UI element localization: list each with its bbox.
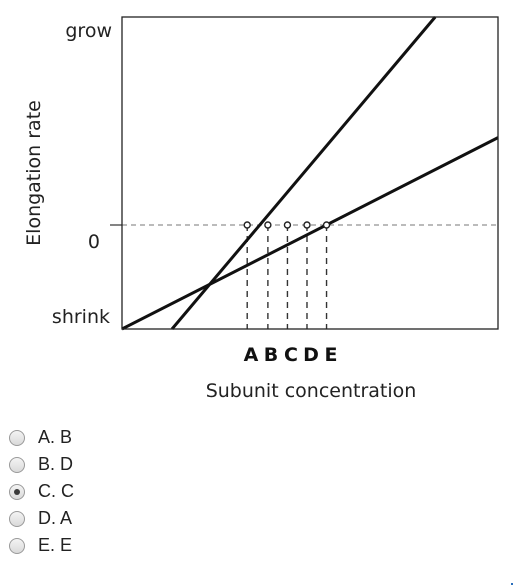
- x-category-c: C: [284, 344, 298, 366]
- x-category-b: B: [264, 344, 278, 366]
- drop-lines-layer: [246, 225, 328, 329]
- choice-label: A. B: [38, 427, 73, 447]
- radio-button[interactable]: [9, 537, 25, 554]
- series-line-1: [170, 16, 437, 330]
- x-category-d: D: [303, 344, 319, 366]
- x-axis-label: Subunit concentration: [206, 380, 417, 402]
- choice-d[interactable]: D. A: [9, 505, 74, 532]
- marker-c: [283, 221, 292, 229]
- marker-e: [322, 221, 331, 229]
- answer-choices: A. B B. D C. C D. A E. E: [9, 424, 74, 559]
- choice-label: C. C: [38, 481, 74, 501]
- plot-frame: [121, 16, 499, 330]
- series-line-2: [121, 136, 499, 331]
- choice-a[interactable]: A. B: [9, 424, 74, 451]
- radio-button[interactable]: [9, 456, 25, 473]
- x-category-a: A: [244, 344, 259, 366]
- choice-e[interactable]: E. E: [9, 532, 74, 559]
- elongation-chart: grow 0 shrink Elongation rate Subunit co…: [23, 16, 499, 402]
- y-tick-zero: 0: [88, 231, 100, 253]
- x-category-e: E: [325, 344, 338, 366]
- marker-b: [264, 221, 272, 229]
- choice-c[interactable]: C. C: [9, 478, 74, 505]
- choice-label: E. E: [38, 535, 73, 555]
- radio-button[interactable]: [9, 429, 25, 446]
- series-layer: [121, 16, 499, 331]
- radio-button[interactable]: [9, 483, 25, 500]
- radio-button[interactable]: [9, 510, 25, 527]
- marker-a: [243, 221, 251, 229]
- y-tick-grow: grow: [65, 20, 112, 42]
- choice-label: D. A: [38, 508, 73, 528]
- marker-d: [303, 221, 311, 229]
- markers-layer: [243, 221, 331, 229]
- choice-b[interactable]: B. D: [9, 451, 74, 478]
- corner-marker: [511, 583, 513, 585]
- y-axis-label: Elongation rate: [23, 100, 45, 246]
- y-tick-shrink: shrink: [52, 306, 110, 328]
- choice-label: B. D: [38, 454, 74, 474]
